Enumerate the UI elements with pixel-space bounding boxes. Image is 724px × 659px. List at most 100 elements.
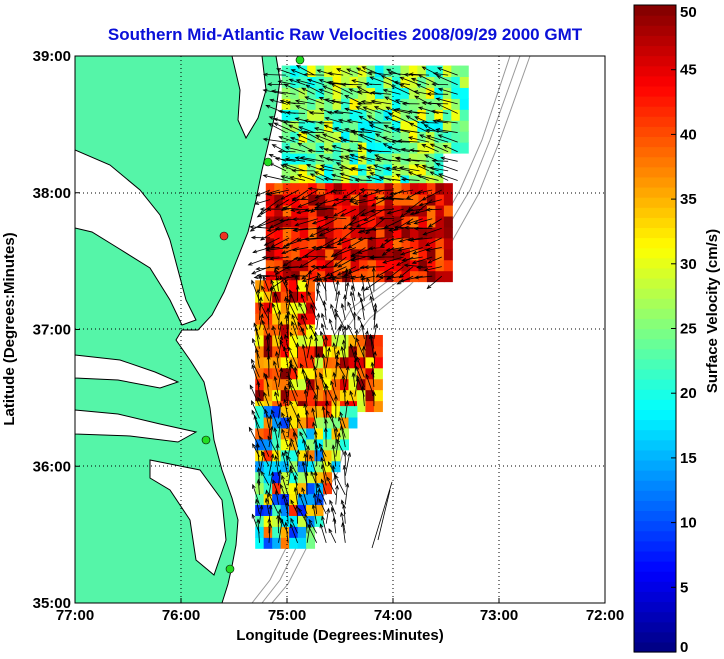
velocity-vector [416, 84, 439, 95]
velocity-cell [451, 65, 461, 78]
velocity-cell [316, 237, 326, 250]
vector-arrowhead [297, 321, 302, 327]
velocity-cell [349, 76, 359, 88]
velocity-cell [272, 291, 282, 303]
vector-arrowhead [326, 409, 330, 415]
velocity-vector [255, 199, 271, 205]
velocity-vector [333, 208, 347, 217]
velocity-vector [299, 256, 318, 268]
vector-arrowhead [281, 451, 286, 457]
velocity-cell [359, 183, 369, 195]
velocity-cell [383, 98, 393, 110]
colorbar-step [634, 510, 676, 522]
velocity-cell [280, 302, 290, 314]
velocity-vector [358, 237, 376, 240]
vector-arrowhead [310, 264, 316, 269]
vector-arrowhead [423, 124, 429, 129]
velocity-vector [335, 350, 339, 368]
velocity-cell [308, 259, 318, 272]
colorbar-step [634, 237, 676, 249]
vector-arrowhead [406, 157, 411, 162]
velocity-cell [348, 406, 358, 418]
velocity-cell [332, 131, 342, 143]
velocity-cell [391, 131, 401, 143]
vector-arrowhead [264, 408, 269, 414]
velocity-cell [332, 65, 342, 78]
velocity-cell [409, 183, 419, 195]
vector-arrowhead [387, 71, 393, 76]
velocity-vector [289, 332, 298, 349]
velocity-cell [282, 194, 292, 206]
velocity-vector [290, 137, 306, 143]
velocity-vector [366, 176, 382, 181]
velocity-cell [443, 194, 453, 206]
vector-arrowhead [435, 118, 441, 123]
velocity-vector [375, 189, 395, 192]
pamlico-sound [149, 459, 227, 576]
velocity-vector [326, 476, 337, 496]
velocity-cell [348, 378, 358, 391]
vector-arrowhead [427, 259, 433, 264]
vector-arrowhead [289, 465, 294, 471]
velocity-vector [296, 505, 298, 524]
velocity-vector [360, 128, 382, 133]
colorbar-step [634, 379, 676, 390]
vector-arrowhead [253, 322, 258, 328]
vector-arrowhead [437, 134, 443, 139]
vector-arrowhead [351, 371, 356, 377]
velocity-cell [306, 427, 316, 440]
velocity-cell [289, 367, 299, 380]
velocity-cell [408, 153, 418, 165]
velocity-cell [324, 109, 334, 121]
velocity-vector [331, 273, 337, 292]
velocity-vector [294, 475, 298, 496]
velocity-cell [255, 427, 265, 440]
vector-arrowhead [431, 158, 437, 163]
velocity-vector [387, 208, 404, 214]
velocity-cell [434, 120, 444, 132]
velocity-cell [442, 76, 452, 88]
velocity-cell [325, 248, 335, 261]
vector-arrowhead [374, 133, 380, 138]
vector-arrowhead [288, 78, 294, 83]
velocity-vector [337, 256, 357, 268]
velocity-vector [316, 385, 319, 407]
velocity-cell [383, 174, 393, 187]
velocity-cell [366, 109, 376, 121]
velocity-vector [372, 227, 395, 230]
velocity-cell [297, 356, 307, 369]
colorbar-step [634, 389, 676, 400]
velocity-vector [315, 134, 334, 143]
vector-arrowhead [262, 88, 268, 93]
vector-arrowhead [250, 235, 256, 240]
vector-arrowhead [365, 230, 370, 235]
vector-arrowhead [277, 469, 282, 475]
vector-arrowhead [265, 489, 270, 495]
vector-arrowhead [272, 117, 278, 122]
vector-arrowhead [318, 79, 324, 83]
velocity-cell [349, 109, 359, 121]
vector-arrowhead [278, 218, 284, 223]
velocity-cell [297, 515, 307, 527]
velocity-cell [289, 493, 299, 506]
vector-arrowhead [382, 136, 388, 141]
velocity-vector [331, 247, 347, 258]
velocity-vector [320, 374, 327, 397]
velocity-vector [331, 189, 347, 192]
velocity-vector [374, 106, 392, 114]
velocity-cell [316, 215, 326, 228]
vector-arrowhead [414, 95, 419, 100]
velocity-cell [332, 109, 342, 121]
vector-arrowhead [273, 360, 277, 366]
velocity-cell [281, 120, 291, 132]
colorbar-tick-label: 0 [680, 639, 688, 656]
vector-arrowhead [413, 275, 419, 280]
velocity-vector [343, 218, 357, 230]
velocity-vector [359, 133, 382, 143]
velocity-cell [297, 504, 307, 516]
velocity-cell [408, 120, 418, 132]
velocity-cell [408, 142, 418, 154]
vector-arrowhead [324, 116, 330, 121]
velocity-cell [400, 76, 410, 88]
velocity-vector [334, 127, 353, 133]
